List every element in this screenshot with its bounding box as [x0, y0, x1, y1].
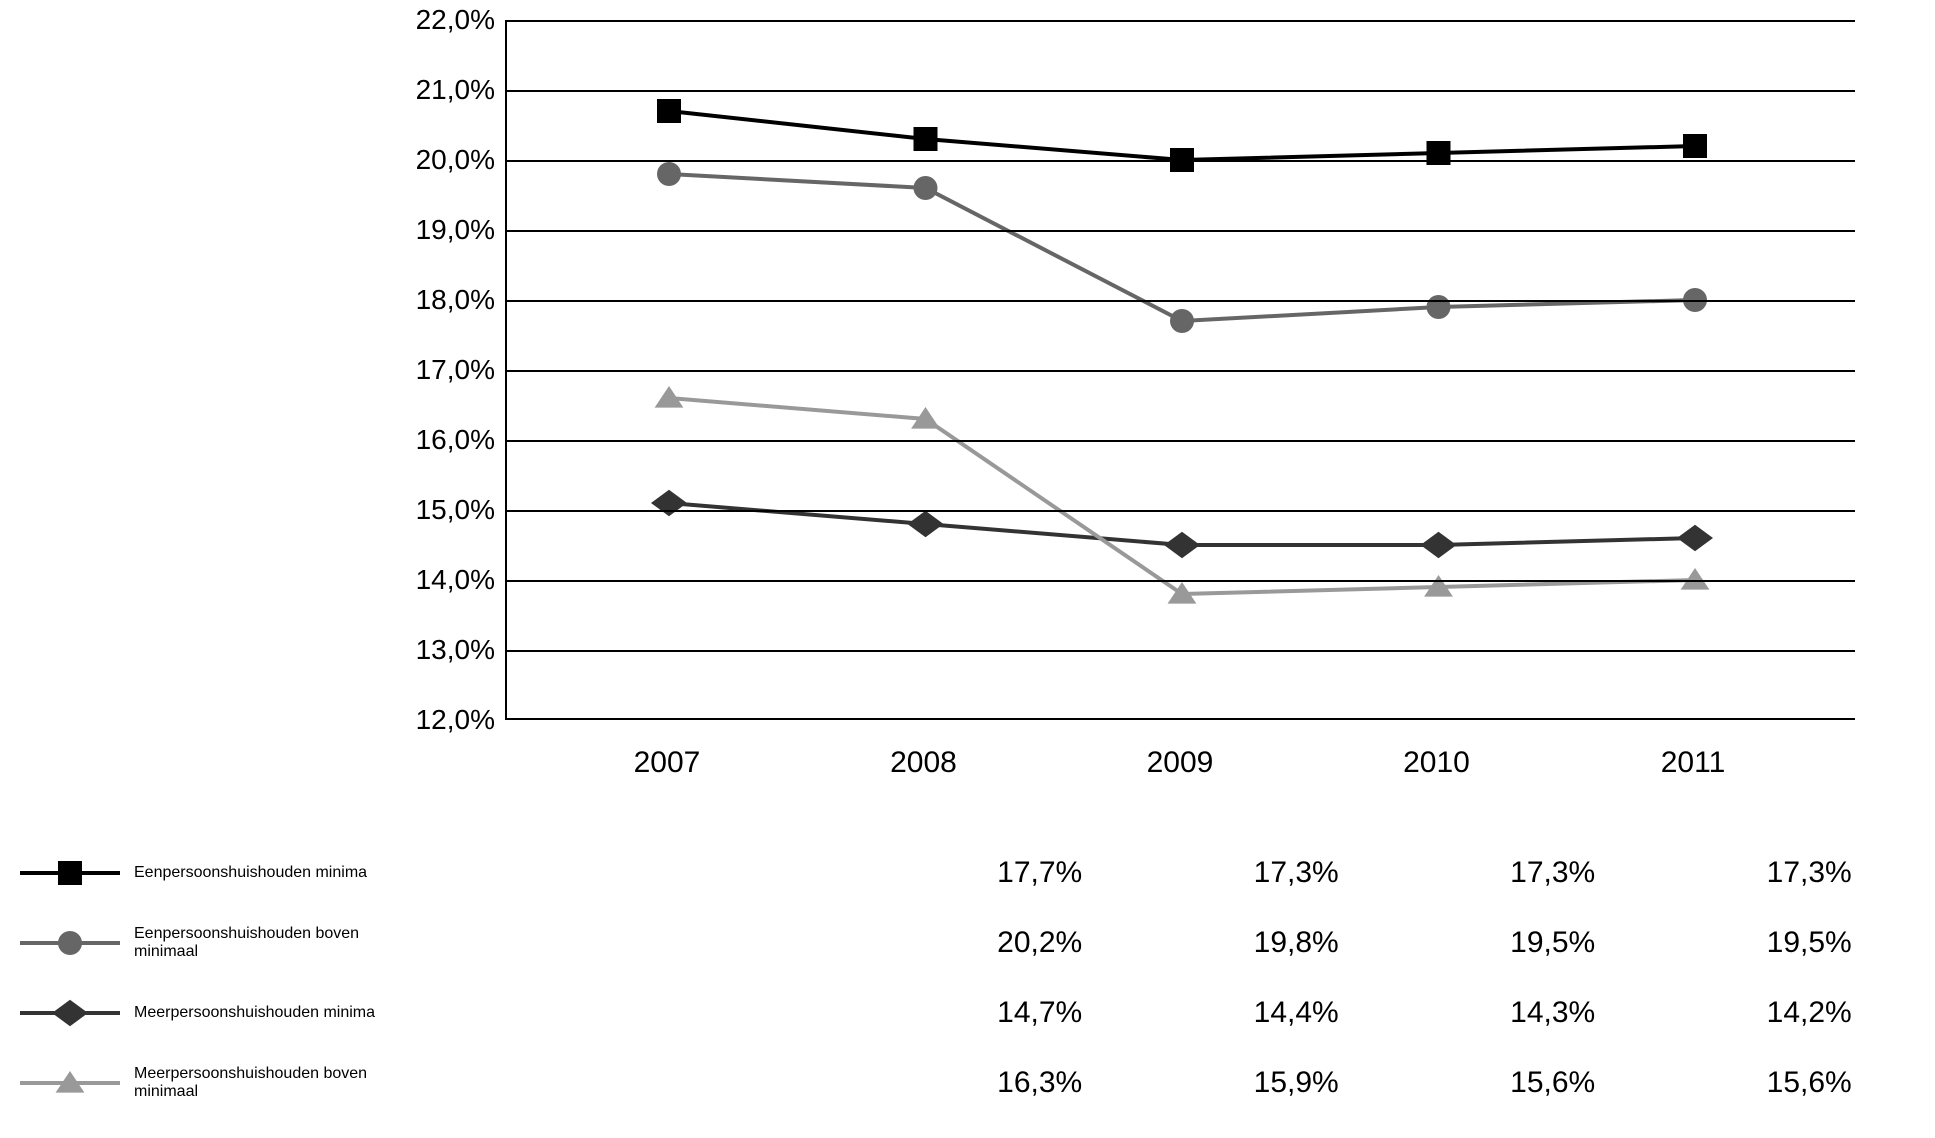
chart-container: 12,0% 13,0% 14,0% 15,0% 16,0% 17,0% 18,0% 19,0%… [20, 20, 1915, 1118]
y-tick-label: 19,0% [385, 214, 495, 246]
y-tick-label: 17,0% [385, 354, 495, 386]
y-tick-label: 12,0% [385, 704, 495, 736]
x-tick-label: 2009 [1147, 746, 1214, 780]
value-row: 16,3%15,9%15,6%15,6%15,6% [878, 1048, 1915, 1118]
legend-swatch [20, 853, 120, 893]
series-marker [657, 99, 681, 123]
legend-cell: Meerpersoonshuishouden minima [20, 993, 393, 1033]
gridline [507, 580, 1855, 582]
chart-area: 12,0%13,0%14,0%15,0%16,0%17,0%18,0%19,0%… [505, 20, 1855, 720]
legend-label: Eenpersoonshuishouden minima [134, 864, 367, 882]
value-row: 20,2%19,8%19,5%19,5%19,6% [878, 908, 1915, 978]
legend-cell: Eenpersoonshuishouden minima [20, 853, 393, 893]
circle-icon [50, 923, 90, 963]
series-marker [1683, 134, 1707, 158]
gridline [507, 370, 1855, 372]
series-marker [1164, 532, 1200, 558]
table-row: Meerpersoonshuishouden boven minimaal 16,… [20, 1048, 1915, 1118]
series-marker [655, 386, 684, 408]
value-row: 17,7%17,3%17,3%17,3%17,3% [878, 838, 1915, 908]
y-tick-label: 20,0% [385, 144, 495, 176]
legend-cell: Meerpersoonshuishouden boven minimaal [20, 1063, 393, 1103]
series-marker [1421, 532, 1457, 558]
gridline [507, 300, 1855, 302]
data-table: Eenpersoonshuishouden minima 17,7% 17,3% 17… [20, 838, 1915, 1118]
table-row: Meerpersoonshuishouden minima 14,7% 14,4% 1… [20, 978, 1915, 1048]
value-row: 14,7%14,4%14,3%14,2%14,2% [878, 978, 1915, 1048]
y-tick-label: 15,0% [385, 494, 495, 526]
series-marker [914, 127, 938, 151]
table-row: Eenpersoonshuishouden minima 17,7% 17,3% 17… [20, 838, 1915, 908]
gridline [507, 650, 1855, 652]
y-tick-label: 16,0% [385, 424, 495, 456]
value-cell: 17,3% [1510, 856, 1595, 890]
series-marker [908, 511, 944, 537]
legend-label: Meerpersoonshuishouden minima [134, 1004, 375, 1022]
series-marker [651, 490, 687, 516]
value-cell: 15,6% [1510, 1066, 1595, 1100]
x-axis: 2007 2008 2009 2010 2011 [505, 728, 1855, 788]
gridline [507, 440, 1855, 442]
square-icon [50, 853, 90, 893]
table-row: Eenpersoonshuishouden boven minimaal 20,2… [20, 908, 1915, 978]
y-tick-label: 18,0% [385, 284, 495, 316]
value-cell: 19,5% [1510, 926, 1595, 960]
gridline [507, 20, 1855, 22]
value-cell: 17,7% [997, 856, 1082, 890]
diamond-icon [50, 993, 90, 1033]
y-axis: 12,0%13,0%14,0%15,0%16,0%17,0%18,0%19,0%… [385, 20, 495, 720]
value-cell: 15,6% [1767, 1066, 1852, 1100]
series-marker [914, 176, 938, 200]
y-tick-label: 21,0% [385, 74, 495, 106]
series-line [669, 174, 1695, 321]
legend-label: Meerpersoonshuishouden boven minimaal [134, 1065, 393, 1101]
series-marker [1427, 295, 1451, 319]
gridline [507, 510, 1855, 512]
gridline [507, 160, 1855, 162]
value-cell: 19,8% [1254, 926, 1339, 960]
gridline [507, 90, 1855, 92]
legend-swatch [20, 923, 120, 963]
series-marker [657, 162, 681, 186]
value-cell: 14,4% [1254, 996, 1339, 1030]
y-tick-label: 22,0% [385, 4, 495, 36]
x-tick-label: 2010 [1403, 746, 1470, 780]
series-marker [1170, 309, 1194, 333]
plot-area [505, 20, 1855, 720]
y-tick-label: 14,0% [385, 564, 495, 596]
triangle-icon [50, 1063, 90, 1103]
legend-cell: Eenpersoonshuishouden boven minimaal [20, 923, 393, 963]
series-line [669, 398, 1695, 594]
value-cell: 17,3% [1254, 856, 1339, 890]
legend-swatch [20, 993, 120, 1033]
value-cell: 20,2% [997, 926, 1082, 960]
legend-swatch [20, 1063, 120, 1103]
x-tick-label: 2008 [890, 746, 957, 780]
gridline [507, 230, 1855, 232]
x-tick-label: 2011 [1661, 746, 1726, 780]
value-cell: 14,2% [1767, 996, 1852, 1030]
value-cell: 14,7% [997, 996, 1082, 1030]
legend-label: Eenpersoonshuishouden boven minimaal [134, 925, 393, 961]
value-cell: 19,5% [1767, 926, 1852, 960]
value-cell: 14,3% [1510, 996, 1595, 1030]
value-cell: 17,3% [1767, 856, 1852, 890]
series-marker [1677, 525, 1713, 551]
value-cell: 16,3% [997, 1066, 1082, 1100]
chart-wrap: 12,0%13,0%14,0%15,0%16,0%17,0%18,0%19,0%… [505, 20, 1855, 788]
value-cell: 15,9% [1254, 1066, 1339, 1100]
x-tick-label: 2007 [634, 746, 701, 780]
y-tick-label: 13,0% [385, 634, 495, 666]
